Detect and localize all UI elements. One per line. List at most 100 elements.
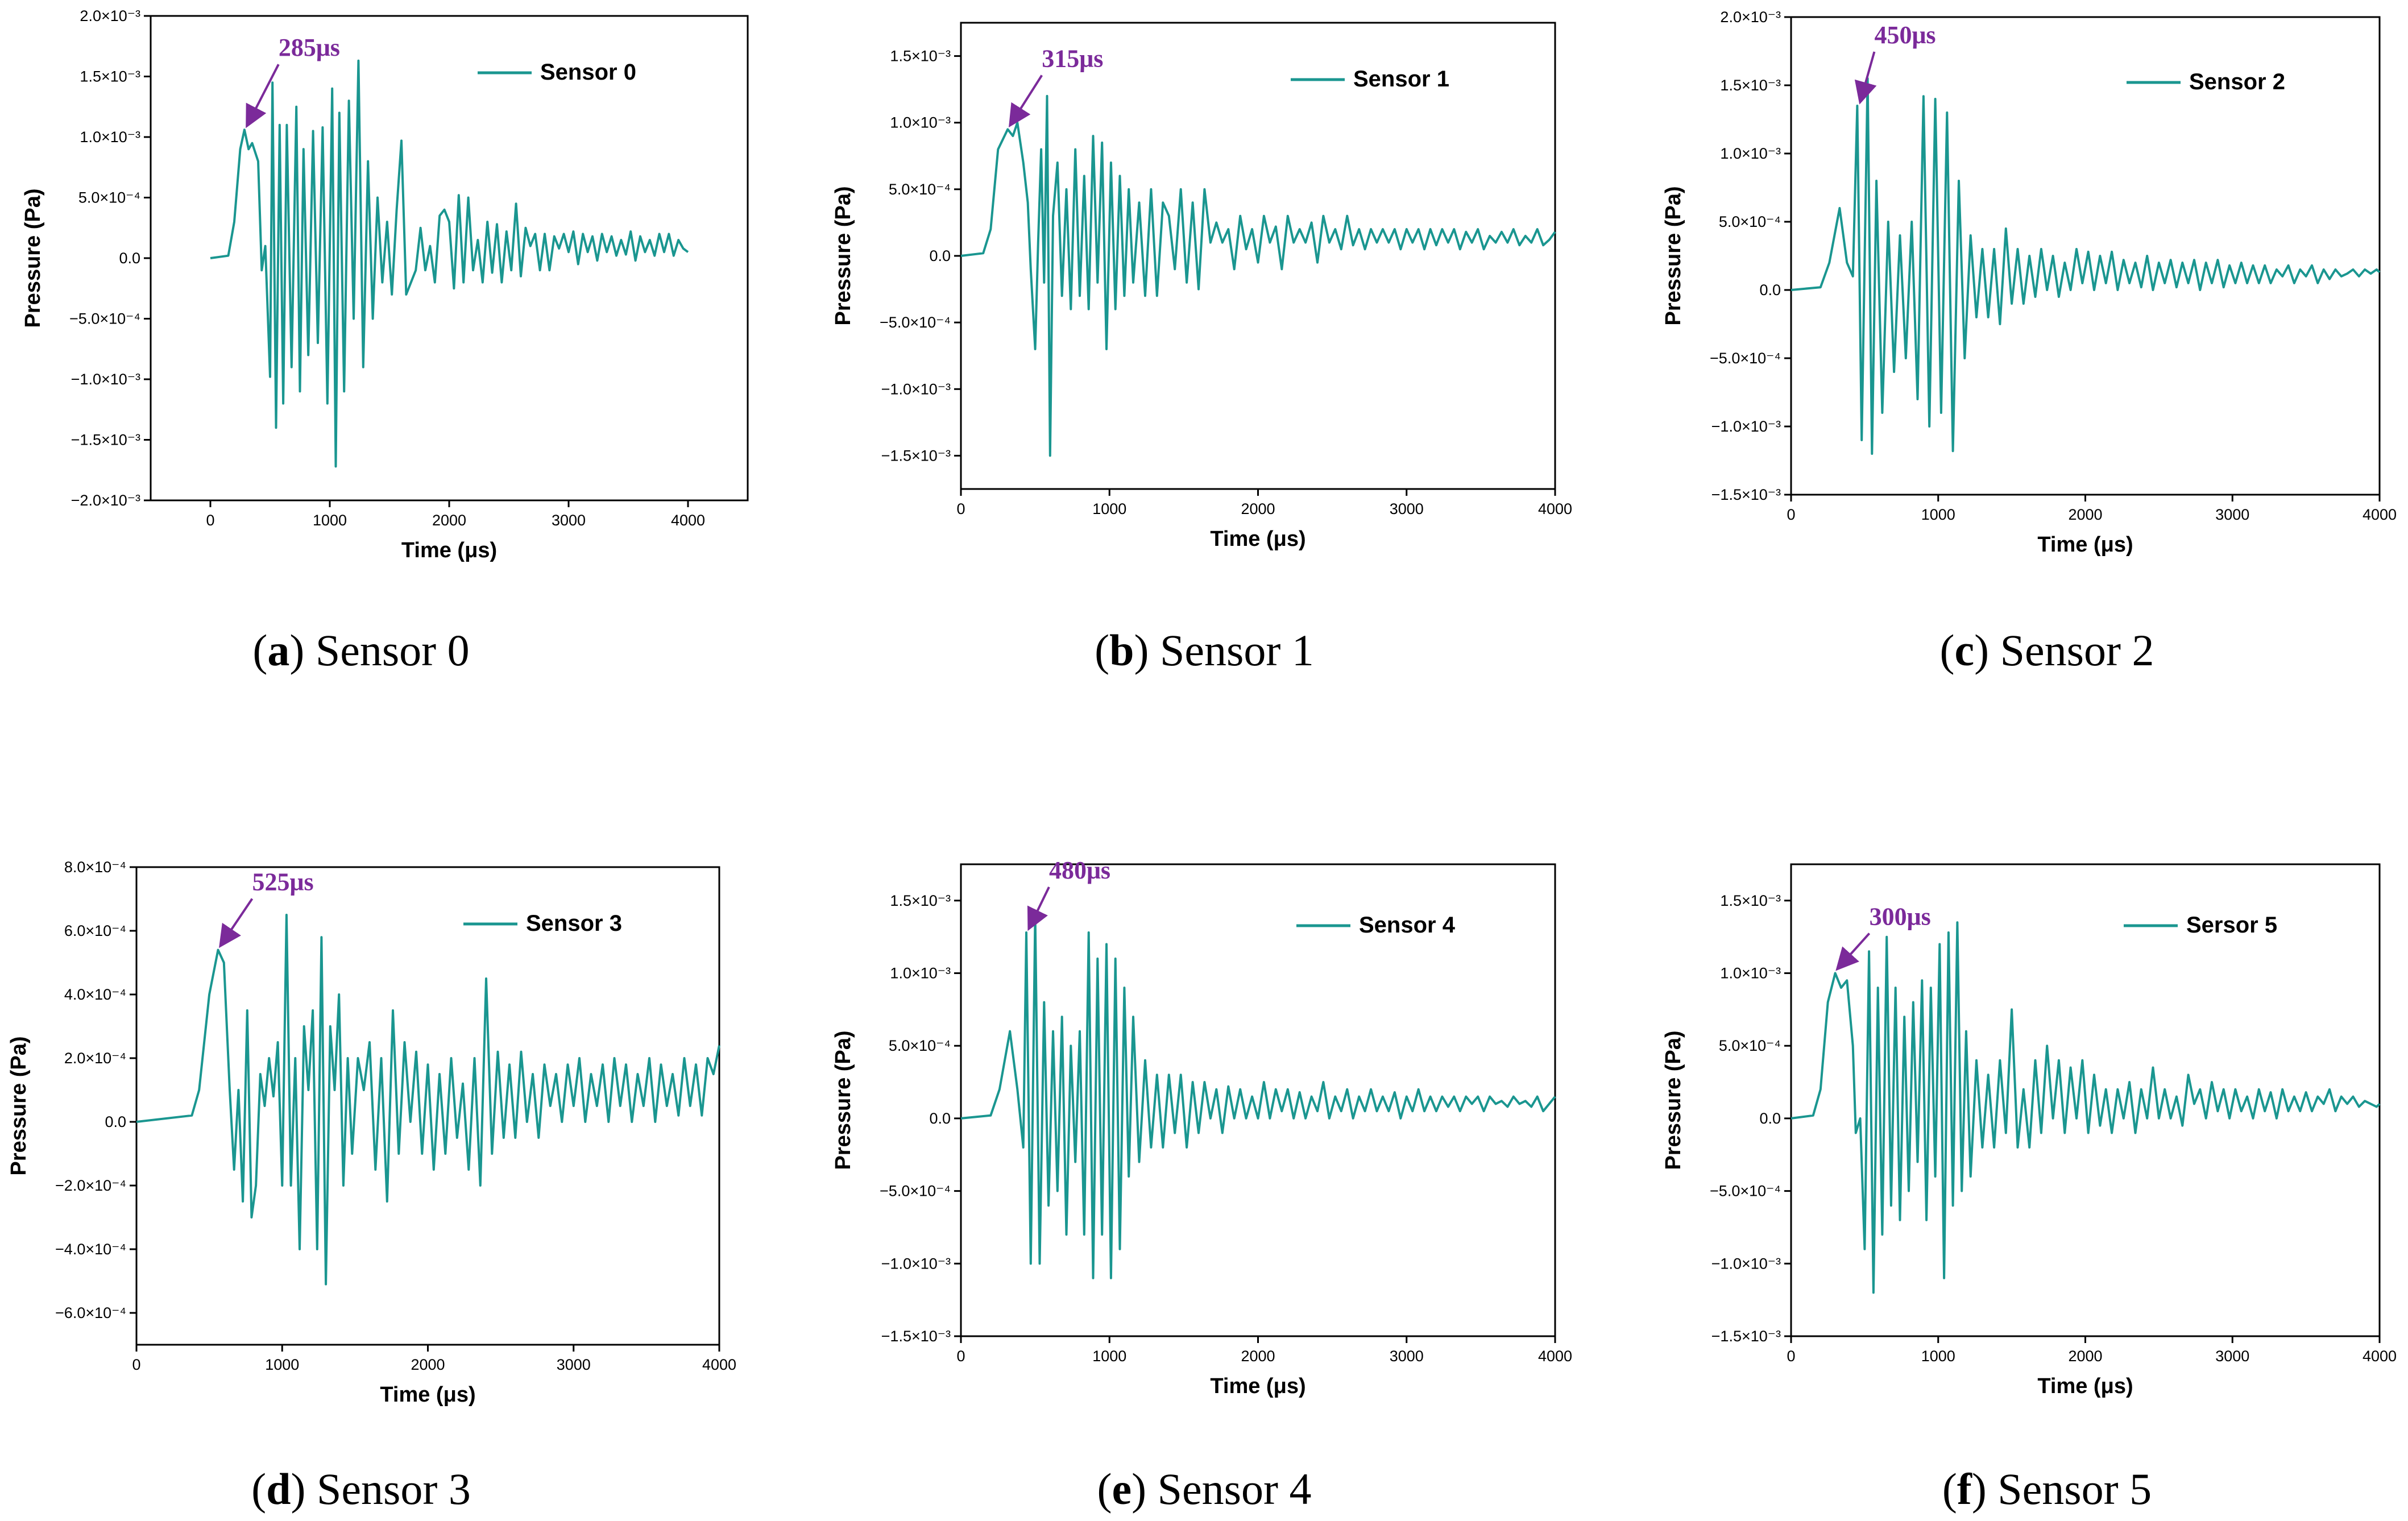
y-tick-label: 5.0×10⁻⁴ [78, 189, 140, 206]
y-tick-label: 1.5×10⁻³ [890, 48, 951, 65]
y-tick-label: 1.5×10⁻³ [1720, 77, 1781, 94]
y-tick-label: 1.5×10⁻³ [80, 68, 140, 85]
y-tick-label: 4.0×10⁻⁴ [64, 986, 126, 1003]
chart-panel-sensor-1: 0 1000 2000 3000 4000 −1.5×10⁻³ −1.0×10⁻³ −5.0×… [831, 22, 1572, 551]
x-tick-label: 4000 [2363, 506, 2397, 523]
y-tick-label: −1.5×10⁻³ [1711, 486, 1781, 503]
y-tick-label: −2.0×10⁻³ [71, 492, 140, 509]
x-axis-label: Time (μs) [1210, 1374, 1305, 1398]
y-tick-label: 1.5×10⁻³ [890, 892, 951, 909]
caption-d: (d) Sensor 3 [251, 1464, 471, 1514]
y-tick-label: −1.0×10⁻³ [881, 1255, 951, 1272]
annotation-arrow [1027, 886, 1050, 931]
caption-a: (a) Sensor 0 [252, 625, 469, 675]
x-tick-label: 2000 [1241, 500, 1275, 517]
x-tick-label: 2000 [2068, 506, 2102, 523]
series-line-sensor-3 [136, 914, 720, 1286]
x-tick-label: 1000 [1092, 1348, 1126, 1365]
y-tick-label: −1.0×10⁻³ [1711, 418, 1781, 435]
x-tick-label: 0 [132, 1356, 140, 1373]
series-line-sensor-1 [960, 94, 1556, 457]
y-tick-label: −1.5×10⁻³ [71, 432, 140, 449]
y-tick-label: 1.0×10⁻³ [890, 965, 951, 982]
x-axis-label: Time (μs) [2037, 533, 2133, 557]
x-tick-label: 4000 [1538, 1348, 1572, 1365]
annotation-arrow [1835, 933, 1871, 971]
x-tick-label: 0 [1787, 1348, 1795, 1365]
series-line-sensor-2 [1791, 77, 2381, 455]
caption-f: (f) Sensor 5 [1942, 1464, 2152, 1514]
y-tick-label: 2.0×10⁻³ [80, 7, 140, 24]
x-tick-label: 4000 [671, 512, 705, 529]
y-tick-label: −5.0×10⁻⁴ [69, 310, 140, 328]
x-tick-label: 3000 [2215, 506, 2249, 523]
legend-label: Sersor 5 [2186, 913, 2277, 938]
x-tick-label: 3000 [552, 512, 586, 529]
y-tick-label: 5.0×10⁻⁴ [889, 181, 951, 198]
x-tick-label: 4000 [702, 1356, 736, 1373]
chart-panel-sensor-2: 0 1000 2000 3000 4000 −1.5×10⁻³ −1.0×10⁻³ −5.0×… [1661, 9, 2397, 557]
plot-frame [150, 15, 749, 502]
x-tick-label: 4000 [1538, 500, 1572, 517]
caption-e: (e) Sensor 4 [1097, 1464, 1312, 1514]
annotation-arrow [246, 64, 280, 129]
y-tick-label: 2.0×10⁻³ [1720, 9, 1781, 26]
y-tick-label: 2.0×10⁻⁴ [64, 1050, 126, 1067]
y-tick-label: −4.0×10⁻⁴ [55, 1241, 126, 1258]
x-tick-label: 1000 [265, 1356, 299, 1373]
y-tick-label: 5.0×10⁻⁴ [889, 1037, 951, 1054]
x-axis-label: Time (μs) [1210, 527, 1305, 551]
x-tick-label: 0 [956, 500, 965, 517]
y-tick-label: 1.5×10⁻³ [1720, 892, 1781, 909]
y-tick-label: −5.0×10⁻⁴ [880, 1183, 951, 1200]
x-tick-label: 3000 [1390, 1348, 1424, 1365]
y-tick-label: 1.0×10⁻³ [1720, 965, 1781, 982]
x-tick-label: 2000 [1241, 1348, 1275, 1365]
y-tick-label: 1.0×10⁻³ [890, 114, 951, 131]
series-line-sersor-5 [1791, 921, 2381, 1294]
y-axis-label: Pressure (Pa) [21, 188, 45, 328]
annotation-arrow [219, 898, 254, 948]
chart-panel-sensor-5: 0 1000 2000 3000 4000 −1.5×10⁻³ −1.0×10⁻³ −5.0×… [1661, 863, 2397, 1398]
series-line-sensor-0 [210, 59, 689, 468]
y-axis-label: Pressure (Pa) [1661, 186, 1685, 325]
legend-label: Sensor 0 [540, 60, 636, 85]
annotation-arrow [1009, 74, 1043, 128]
y-tick-label: 5.0×10⁻⁴ [1719, 1037, 1781, 1054]
y-tick-label: 0.0 [1759, 281, 1781, 299]
y-tick-label: 5.0×10⁻⁴ [1719, 213, 1781, 230]
y-tick-label: 0.0 [105, 1113, 126, 1130]
y-tick-label: −5.0×10⁻⁴ [1710, 1183, 1781, 1200]
x-tick-label: 2000 [2068, 1348, 2102, 1365]
y-tick-label: 6.0×10⁻⁴ [64, 922, 126, 939]
y-tick-label: 0.0 [119, 250, 140, 267]
y-tick-label: −2.0×10⁻⁴ [55, 1177, 126, 1194]
annotation-label: 450μs [1874, 21, 1935, 49]
annotation-label: 300μs [1870, 903, 1931, 931]
plot-frame [960, 863, 1556, 1337]
y-tick-label: 1.0×10⁻³ [80, 129, 140, 146]
y-axis-label: Pressure (Pa) [831, 186, 855, 325]
y-tick-label: −1.5×10⁻³ [881, 447, 951, 464]
y-tick-label: 0.0 [929, 1110, 951, 1127]
x-tick-label: 0 [956, 1348, 965, 1365]
chart-panel-sensor-0: 0 1000 2000 3000 4000 −2.0×10⁻³ −1.5×10⁻³ −1.0×… [21, 7, 749, 562]
x-axis-label: Time (μs) [380, 1383, 475, 1407]
y-axis-label: Pressure (Pa) [831, 1030, 855, 1170]
annotation-label: 525μs [252, 868, 314, 896]
y-tick-label: −1.0×10⁻³ [71, 371, 140, 388]
x-tick-label: 1000 [313, 512, 347, 529]
y-tick-label: −1.5×10⁻³ [1711, 1328, 1781, 1345]
x-tick-label: 2000 [432, 512, 466, 529]
y-tick-label: −5.0×10⁻⁴ [880, 314, 951, 331]
legend-label: Sensor 2 [2189, 69, 2285, 94]
y-tick-label: 1.0×10⁻³ [1720, 145, 1781, 162]
y-tick-label: −5.0×10⁻⁴ [1710, 350, 1781, 367]
y-tick-label: −1.0×10⁻³ [881, 380, 951, 397]
x-tick-label: 3000 [557, 1356, 591, 1373]
annotation-label: 315μs [1042, 44, 1103, 72]
x-tick-label: 1000 [1092, 500, 1126, 517]
y-tick-label: −1.5×10⁻³ [881, 1328, 951, 1345]
annotation-label: 285μs [279, 34, 340, 61]
